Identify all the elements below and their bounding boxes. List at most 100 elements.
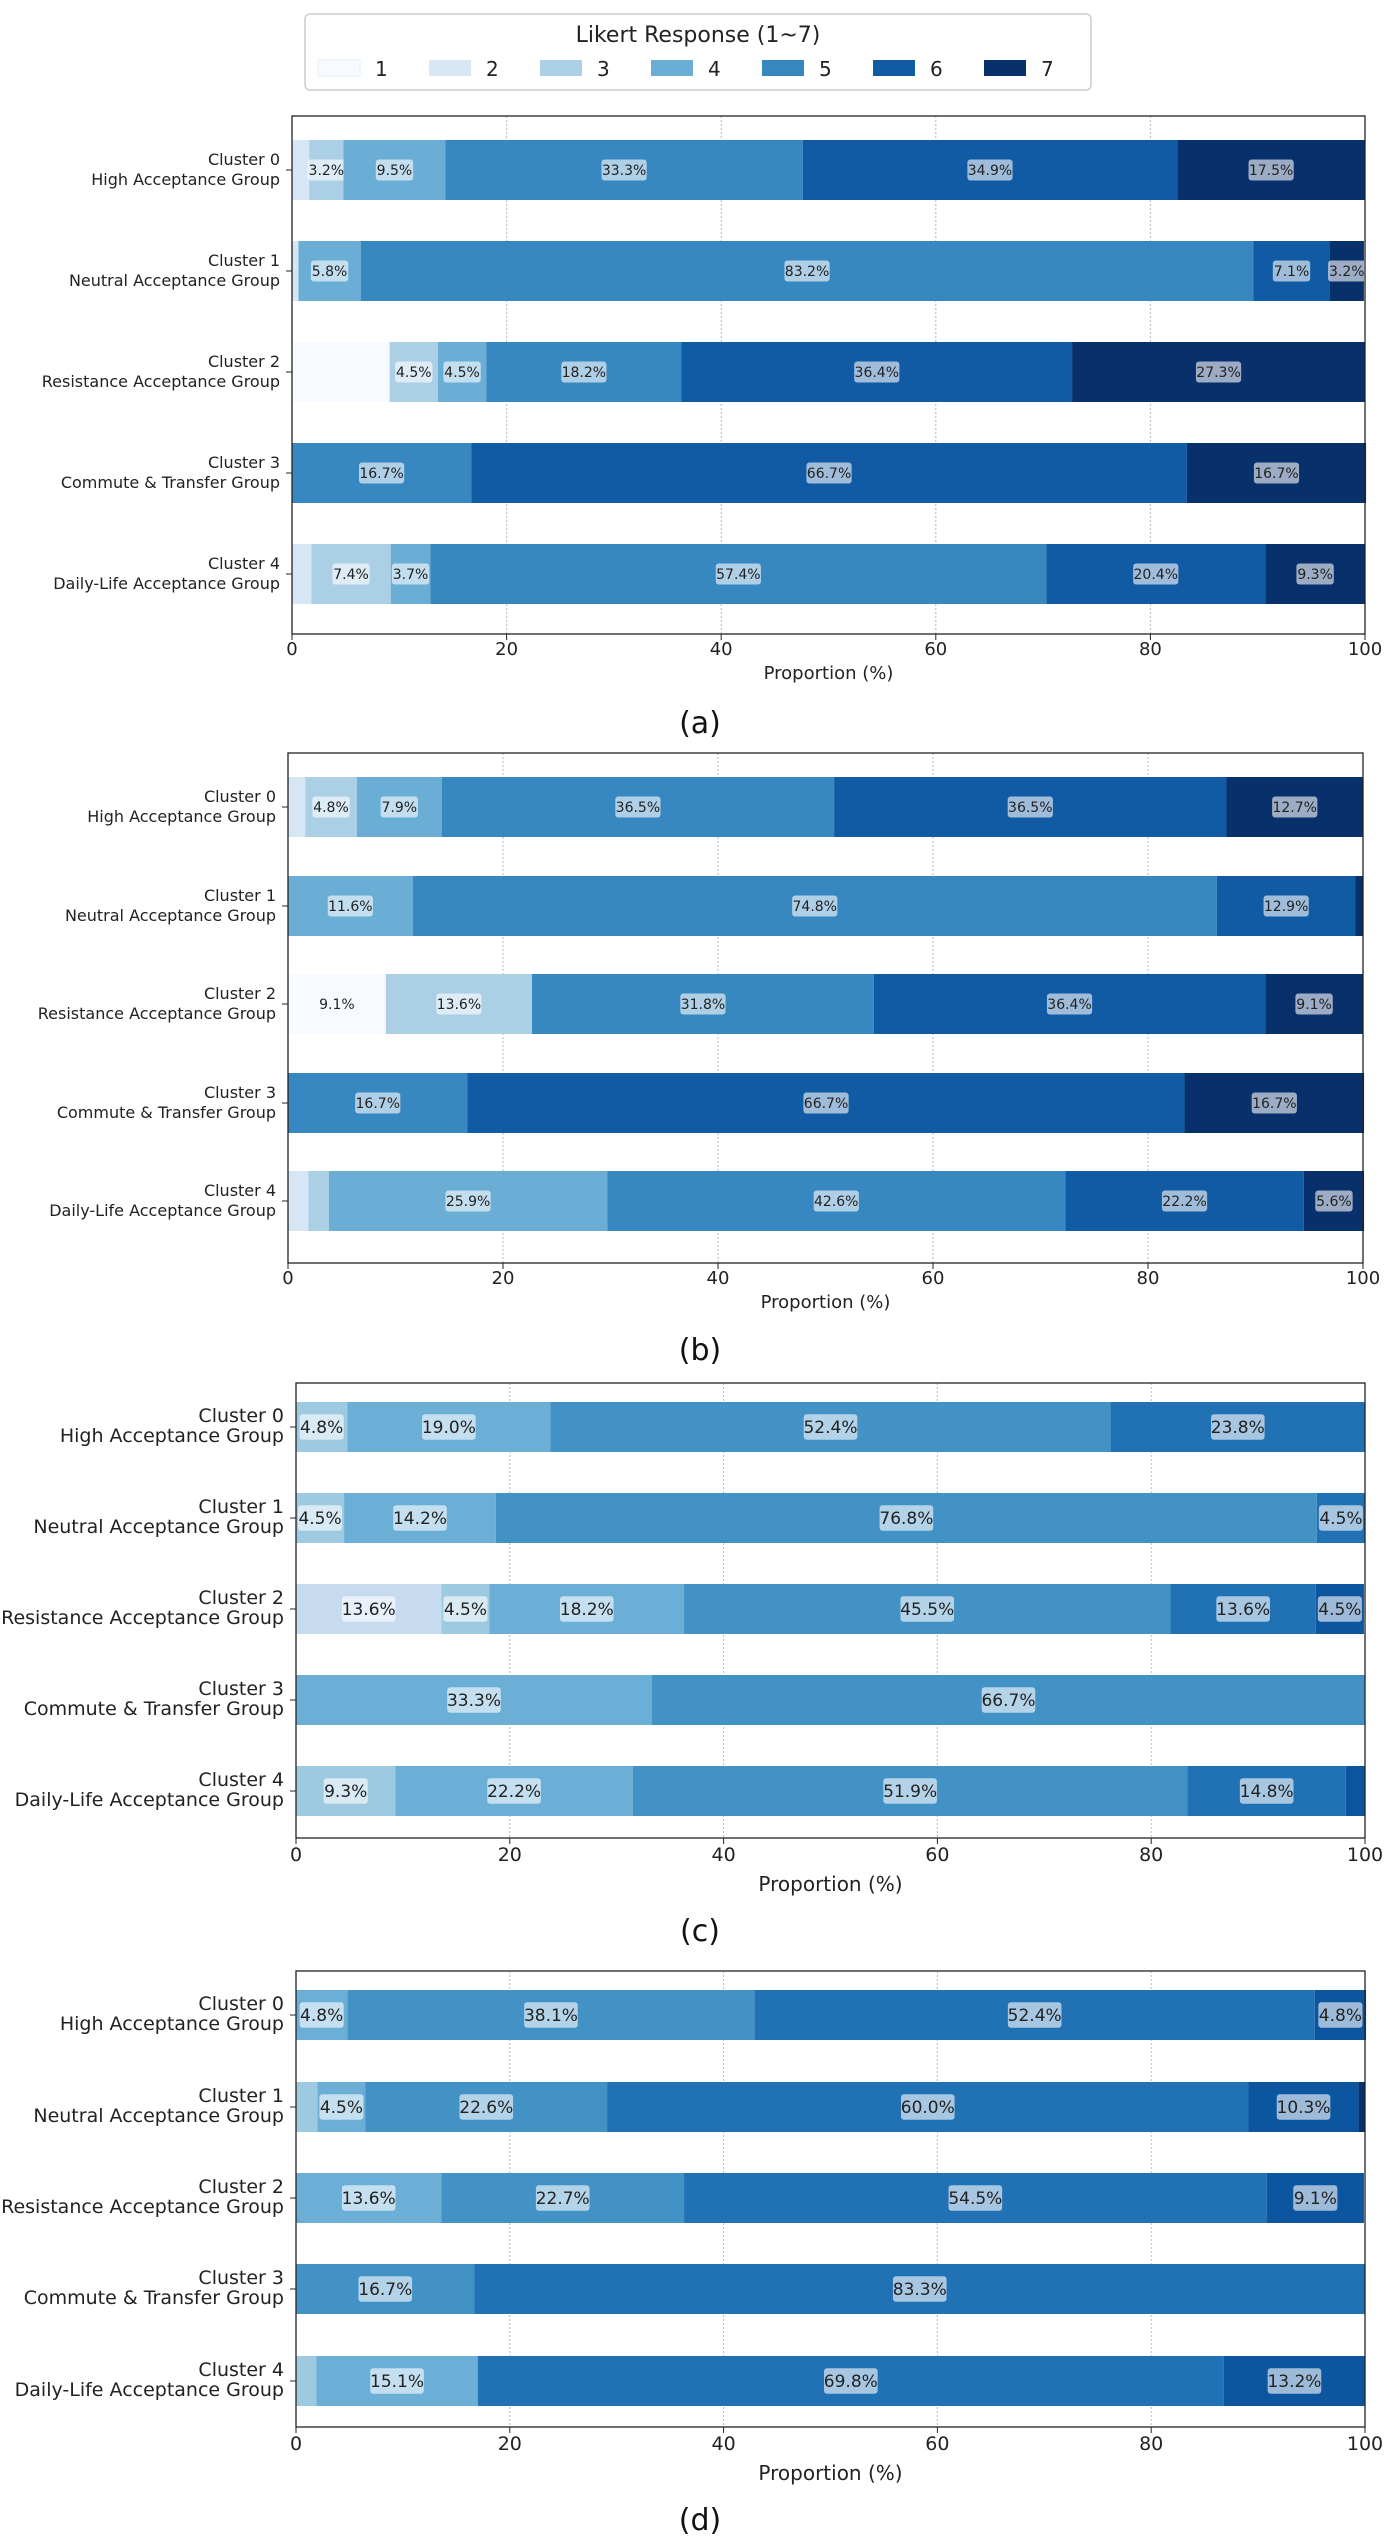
data-label: 3.2% bbox=[1329, 264, 1365, 280]
data-label: 22.6% bbox=[459, 2098, 513, 2118]
data-label: 13.2% bbox=[1267, 2372, 1321, 2392]
data-label: 12.9% bbox=[1264, 899, 1308, 915]
data-label-bg bbox=[355, 1092, 401, 1114]
legend-label-2: 2 bbox=[486, 57, 499, 81]
category-label: Cluster 0 bbox=[208, 150, 280, 169]
data-label: 52.4% bbox=[803, 1418, 857, 1438]
data-label: 4.5% bbox=[298, 1509, 341, 1529]
category-label: Cluster 3 bbox=[208, 453, 280, 472]
data-label: 4.8% bbox=[313, 800, 349, 816]
data-label-bg bbox=[1239, 1778, 1294, 1804]
category-label: Neutral Acceptance Group bbox=[65, 906, 276, 925]
x-tick-label: 100 bbox=[1347, 1844, 1383, 1866]
category-label: Cluster 1 bbox=[204, 886, 276, 905]
data-label-bg bbox=[319, 2094, 364, 2120]
data-label: 83.3% bbox=[893, 2280, 947, 2300]
subfigure-caption: (c) bbox=[680, 1914, 720, 1949]
bar-segment bbox=[292, 241, 299, 301]
data-label-bg bbox=[298, 1505, 343, 1531]
data-label-bg bbox=[299, 2002, 344, 2028]
data-label-bg bbox=[1133, 563, 1179, 585]
x-tick-label: 0 bbox=[286, 639, 297, 660]
data-label: 25.9% bbox=[446, 1194, 490, 1210]
category-label: Cluster 0 bbox=[198, 1405, 284, 1427]
data-label: 83.2% bbox=[785, 264, 829, 280]
data-label-bg bbox=[883, 1778, 937, 1804]
data-label: 69.8% bbox=[824, 2372, 878, 2392]
category-label: Cluster 2 bbox=[198, 1587, 284, 1609]
data-label-bg bbox=[559, 1596, 614, 1622]
category-label: Cluster 1 bbox=[198, 2085, 284, 2107]
data-label: 60.0% bbox=[901, 2098, 955, 2118]
data-label-bg bbox=[1267, 2368, 1322, 2394]
data-label: 23.8% bbox=[1211, 1418, 1265, 1438]
data-label-bg bbox=[380, 796, 418, 818]
x-axis-label: Proportion (%) bbox=[761, 1292, 891, 1313]
data-label-bg bbox=[358, 462, 405, 484]
data-label: 27.3% bbox=[1196, 365, 1240, 381]
subfigure-caption: (d) bbox=[679, 2503, 721, 2538]
category-label: Cluster 4 bbox=[198, 1769, 284, 1791]
data-label-bg bbox=[806, 462, 852, 484]
data-label-bg bbox=[375, 159, 414, 181]
data-label: 5.6% bbox=[1316, 1194, 1352, 1210]
category-label: High Acceptance Group bbox=[60, 2013, 284, 2035]
data-label: 66.7% bbox=[804, 1096, 848, 1112]
data-label-bg bbox=[892, 2276, 947, 2302]
data-label: 7.4% bbox=[333, 567, 369, 583]
data-label-bg bbox=[422, 1414, 476, 1440]
legend-label-4: 4 bbox=[708, 57, 721, 81]
plot-frame bbox=[295, 1970, 1366, 2428]
category-label: Cluster 3 bbox=[198, 1678, 284, 1700]
x-tick-label: 40 bbox=[707, 1268, 730, 1289]
x-tick-label: 60 bbox=[925, 1844, 949, 1866]
x-tick-label: 20 bbox=[495, 639, 518, 660]
x-tick-label: 40 bbox=[710, 639, 733, 660]
data-label-bg bbox=[900, 2094, 955, 2120]
data-label: 9.3% bbox=[324, 1782, 367, 1802]
x-axis-label: Proportion (%) bbox=[764, 663, 894, 684]
data-label-bg bbox=[792, 895, 838, 917]
data-label: 20.4% bbox=[1134, 567, 1178, 583]
data-label: 36.5% bbox=[616, 800, 660, 816]
data-label: 14.2% bbox=[393, 1509, 447, 1529]
category-label: Commute & Transfer Group bbox=[57, 1103, 276, 1122]
category-label: Cluster 4 bbox=[208, 554, 280, 573]
category-label: Neutral Acceptance Group bbox=[69, 271, 280, 290]
data-label-bg bbox=[327, 895, 373, 917]
category-label: Cluster 0 bbox=[198, 1993, 284, 2015]
bar-segment bbox=[292, 140, 310, 200]
data-label: 7.9% bbox=[381, 800, 417, 816]
bar-segment bbox=[292, 342, 390, 402]
x-tick-label: 60 bbox=[924, 639, 947, 660]
data-label: 4.5% bbox=[444, 1600, 487, 1620]
data-label-bg bbox=[1315, 1190, 1353, 1212]
x-tick-label: 100 bbox=[1347, 2433, 1383, 2455]
data-label: 13.6% bbox=[342, 2189, 396, 2209]
data-label-bg bbox=[948, 2185, 1003, 2211]
data-label-bg bbox=[1296, 563, 1334, 585]
data-label: 4.8% bbox=[1319, 2006, 1362, 2026]
category-label: Commute & Transfer Group bbox=[24, 1698, 284, 1720]
x-axis-label: Proportion (%) bbox=[758, 2461, 902, 2485]
legend: Likert Response (1~7) 1 2 3 4 5 6 7 bbox=[304, 13, 1092, 91]
data-label: 22.2% bbox=[1162, 1194, 1206, 1210]
legend-label-3: 3 bbox=[597, 57, 610, 81]
x-tick-label: 40 bbox=[712, 1844, 736, 1866]
data-label: 12.7% bbox=[1272, 800, 1316, 816]
category-label: High Acceptance Group bbox=[91, 170, 280, 189]
data-label-bg bbox=[312, 796, 350, 818]
category-label: Cluster 0 bbox=[204, 787, 276, 806]
data-label-bg bbox=[601, 159, 647, 181]
data-label: 16.7% bbox=[359, 466, 403, 482]
data-label: 3.2% bbox=[309, 163, 345, 179]
x-tick-label: 100 bbox=[1348, 639, 1382, 660]
bar-segment bbox=[288, 1171, 309, 1231]
data-label: 13.6% bbox=[342, 1600, 396, 1620]
data-label: 33.3% bbox=[602, 163, 646, 179]
data-label: 17.5% bbox=[1249, 163, 1293, 179]
data-label-bg bbox=[1263, 895, 1309, 917]
data-label-bg bbox=[443, 361, 481, 383]
